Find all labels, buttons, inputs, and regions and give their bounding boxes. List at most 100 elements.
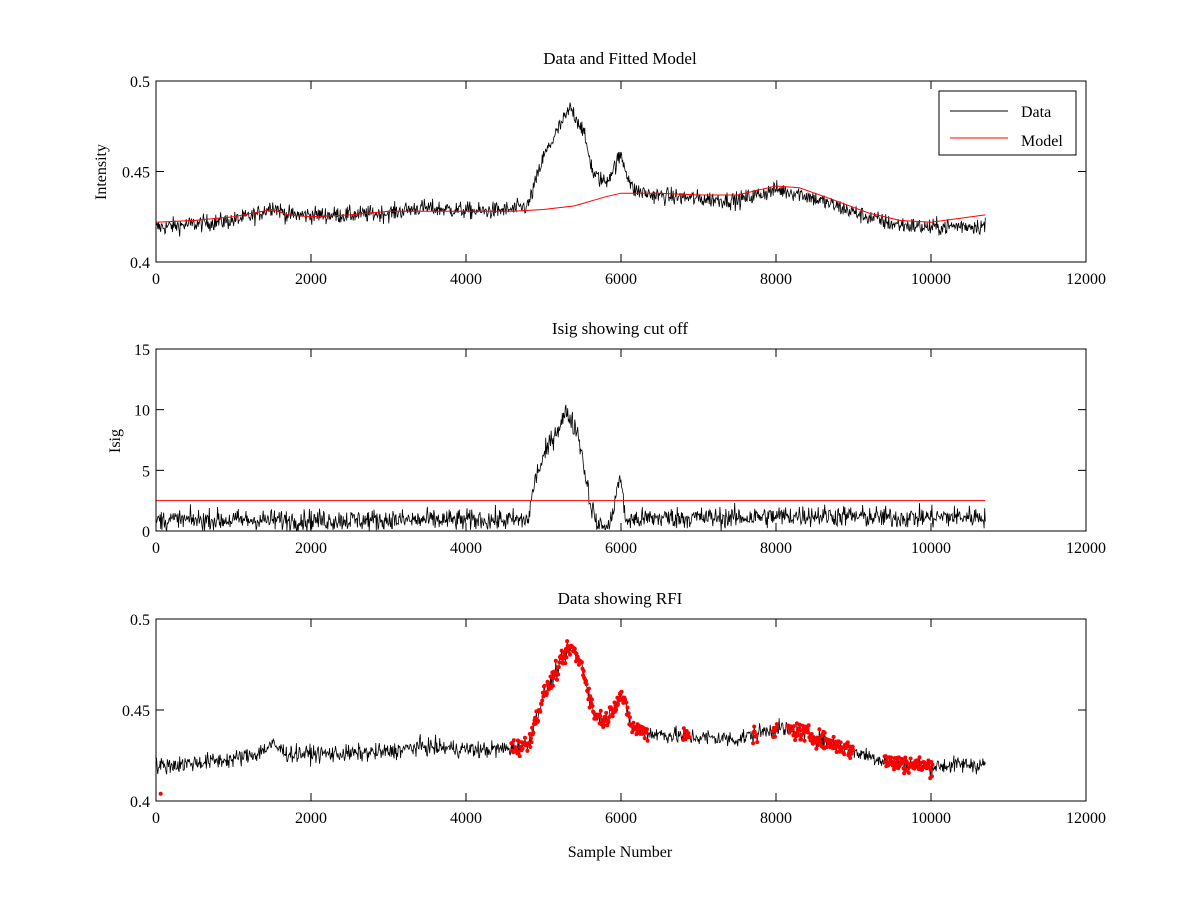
series-line-isig [155,404,986,532]
y-tick-label: 0.45 [122,703,150,720]
axes-frame [155,618,1087,802]
y-tick-label: 0.4 [130,794,150,811]
flagged-point [631,720,636,725]
flagged-point [572,646,577,651]
flagged-point [681,726,686,731]
x-tick-label: 4000 [450,271,482,288]
flagged-point [838,740,843,745]
flagged-point [605,723,610,728]
flagged-point [797,726,802,731]
flagged-point [563,661,568,666]
x-tick-label: 0 [152,810,160,827]
flagged-point [158,791,163,796]
flagged-point [847,744,852,749]
flagged-point [773,734,777,739]
chart-title: Data and Fitted Model [543,49,697,68]
flagged-point [822,730,827,735]
flagged-point [840,745,845,750]
y-tick-label: 0 [142,524,150,541]
series-line-data [155,641,986,779]
flagged-point [752,729,757,734]
flagged-point [625,705,630,710]
flagged-point [800,723,805,728]
flagged-point [610,714,615,719]
flagged-point [517,754,522,759]
flagged-point [523,735,527,740]
flagged-point [751,741,756,746]
y-tick-label: 15 [134,342,150,359]
flagged-point [556,665,561,670]
legend-label-model: Model [1021,133,1063,150]
panel-rfi: Data showing RFI Sample Number 0 2000 4000… [122,589,1106,861]
flagged-point [556,672,561,677]
flagged-point [606,720,611,724]
flagged-point [538,709,543,714]
plot-area: 0 2000 4000 6000 8000 10000 12000 0.4 0.45 0.5 [122,612,1106,827]
flagged-point [562,650,567,655]
x-tick-label: 0 [152,271,160,288]
flagged-point [584,682,589,687]
legend-label-data: Data [1021,104,1051,121]
y-axis-label: Isig [107,429,124,453]
flagged-point [824,745,829,750]
x-tick-label: 2000 [295,810,327,827]
flagged-point [528,736,533,741]
x-tick-label: 2000 [295,540,327,557]
series-line-data [155,102,986,237]
flagged-point [791,724,796,729]
flagged-point [850,744,855,749]
x-tick-label: 12000 [1066,540,1106,557]
flagged-point [531,730,536,735]
flagged-point [814,746,819,751]
flagged-point [645,727,649,732]
flagged-point [585,689,590,694]
flagged-point [601,723,606,728]
flagged-point [642,736,647,741]
flagged-point [626,711,631,716]
flagged-point [849,751,854,756]
flagged-point [851,748,856,753]
flagged-point [917,755,922,760]
flagged-point [842,752,847,757]
flagged-point [553,658,558,663]
flagged-point [530,725,535,730]
x-tick-label: 0 [152,540,160,557]
flagged-point [889,755,894,760]
flagged-point [682,733,687,738]
series-line-model [155,185,986,223]
flagged-point [627,715,632,720]
flagged-point [520,746,525,751]
x-tick-label: 8000 [760,540,792,557]
legend: Data Model [938,90,1077,156]
flagged-point [817,727,822,732]
flagged-point [544,691,549,696]
flagged-point [616,702,620,707]
flagged-point [645,738,650,743]
flagged-point [844,745,849,750]
x-tick-label: 8000 [760,810,792,827]
flagged-point [607,715,612,720]
panel-data-and-model: Data and Fitted Model Intensity 0 2000 400… [93,49,1106,288]
flagged-point [579,660,584,665]
flagged-point [754,733,759,738]
flagged-point [805,726,810,731]
flagged-point [903,755,908,760]
flagged-point [550,683,555,688]
flagged-point [755,740,760,745]
flagged-point [774,722,779,727]
flagged-point [930,762,935,767]
flagged-point [908,756,913,761]
x-tick-label: 10000 [911,810,951,827]
flagged-point [539,702,544,707]
flagged-point [516,749,521,754]
flagged-point [555,677,559,682]
flagged-point [517,739,522,744]
flagged-point [796,733,801,738]
flagged-point [845,740,850,745]
plot-area: 0 2000 4000 6000 8000 10000 12000 0.4 0.45 0.5 [122,74,1106,288]
y-tick-label: 0.45 [122,165,150,182]
flagged-point [686,731,691,736]
flagged-point [848,756,853,760]
flagged-point [564,655,569,660]
